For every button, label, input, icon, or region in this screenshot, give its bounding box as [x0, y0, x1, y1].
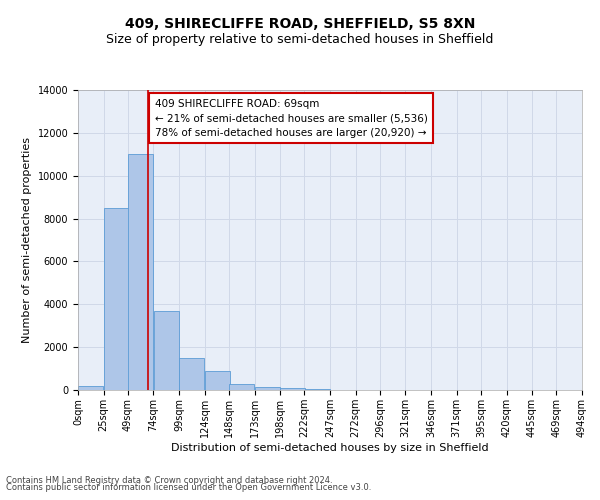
Text: 409, SHIRECLIFFE ROAD, SHEFFIELD, S5 8XN: 409, SHIRECLIFFE ROAD, SHEFFIELD, S5 8XN [125, 18, 475, 32]
Text: 409 SHIRECLIFFE ROAD: 69sqm
← 21% of semi-detached houses are smaller (5,536)
78: 409 SHIRECLIFFE ROAD: 69sqm ← 21% of sem… [155, 98, 427, 138]
Bar [154, 310, 179, 390]
Bar [78, 386, 103, 390]
Text: Contains HM Land Registry data © Crown copyright and database right 2024.: Contains HM Land Registry data © Crown c… [6, 476, 332, 485]
Bar [128, 154, 154, 390]
Bar [179, 358, 205, 390]
X-axis label: Distribution of semi-detached houses by size in Sheffield: Distribution of semi-detached houses by … [171, 442, 489, 452]
Text: Contains public sector information licensed under the Open Government Licence v3: Contains public sector information licen… [6, 484, 371, 492]
Bar [280, 388, 305, 390]
Bar [205, 370, 230, 390]
Bar [229, 384, 254, 390]
Text: Size of property relative to semi-detached houses in Sheffield: Size of property relative to semi-detach… [106, 32, 494, 46]
Bar [254, 387, 280, 390]
Y-axis label: Number of semi-detached properties: Number of semi-detached properties [22, 137, 32, 343]
Bar [104, 208, 129, 390]
